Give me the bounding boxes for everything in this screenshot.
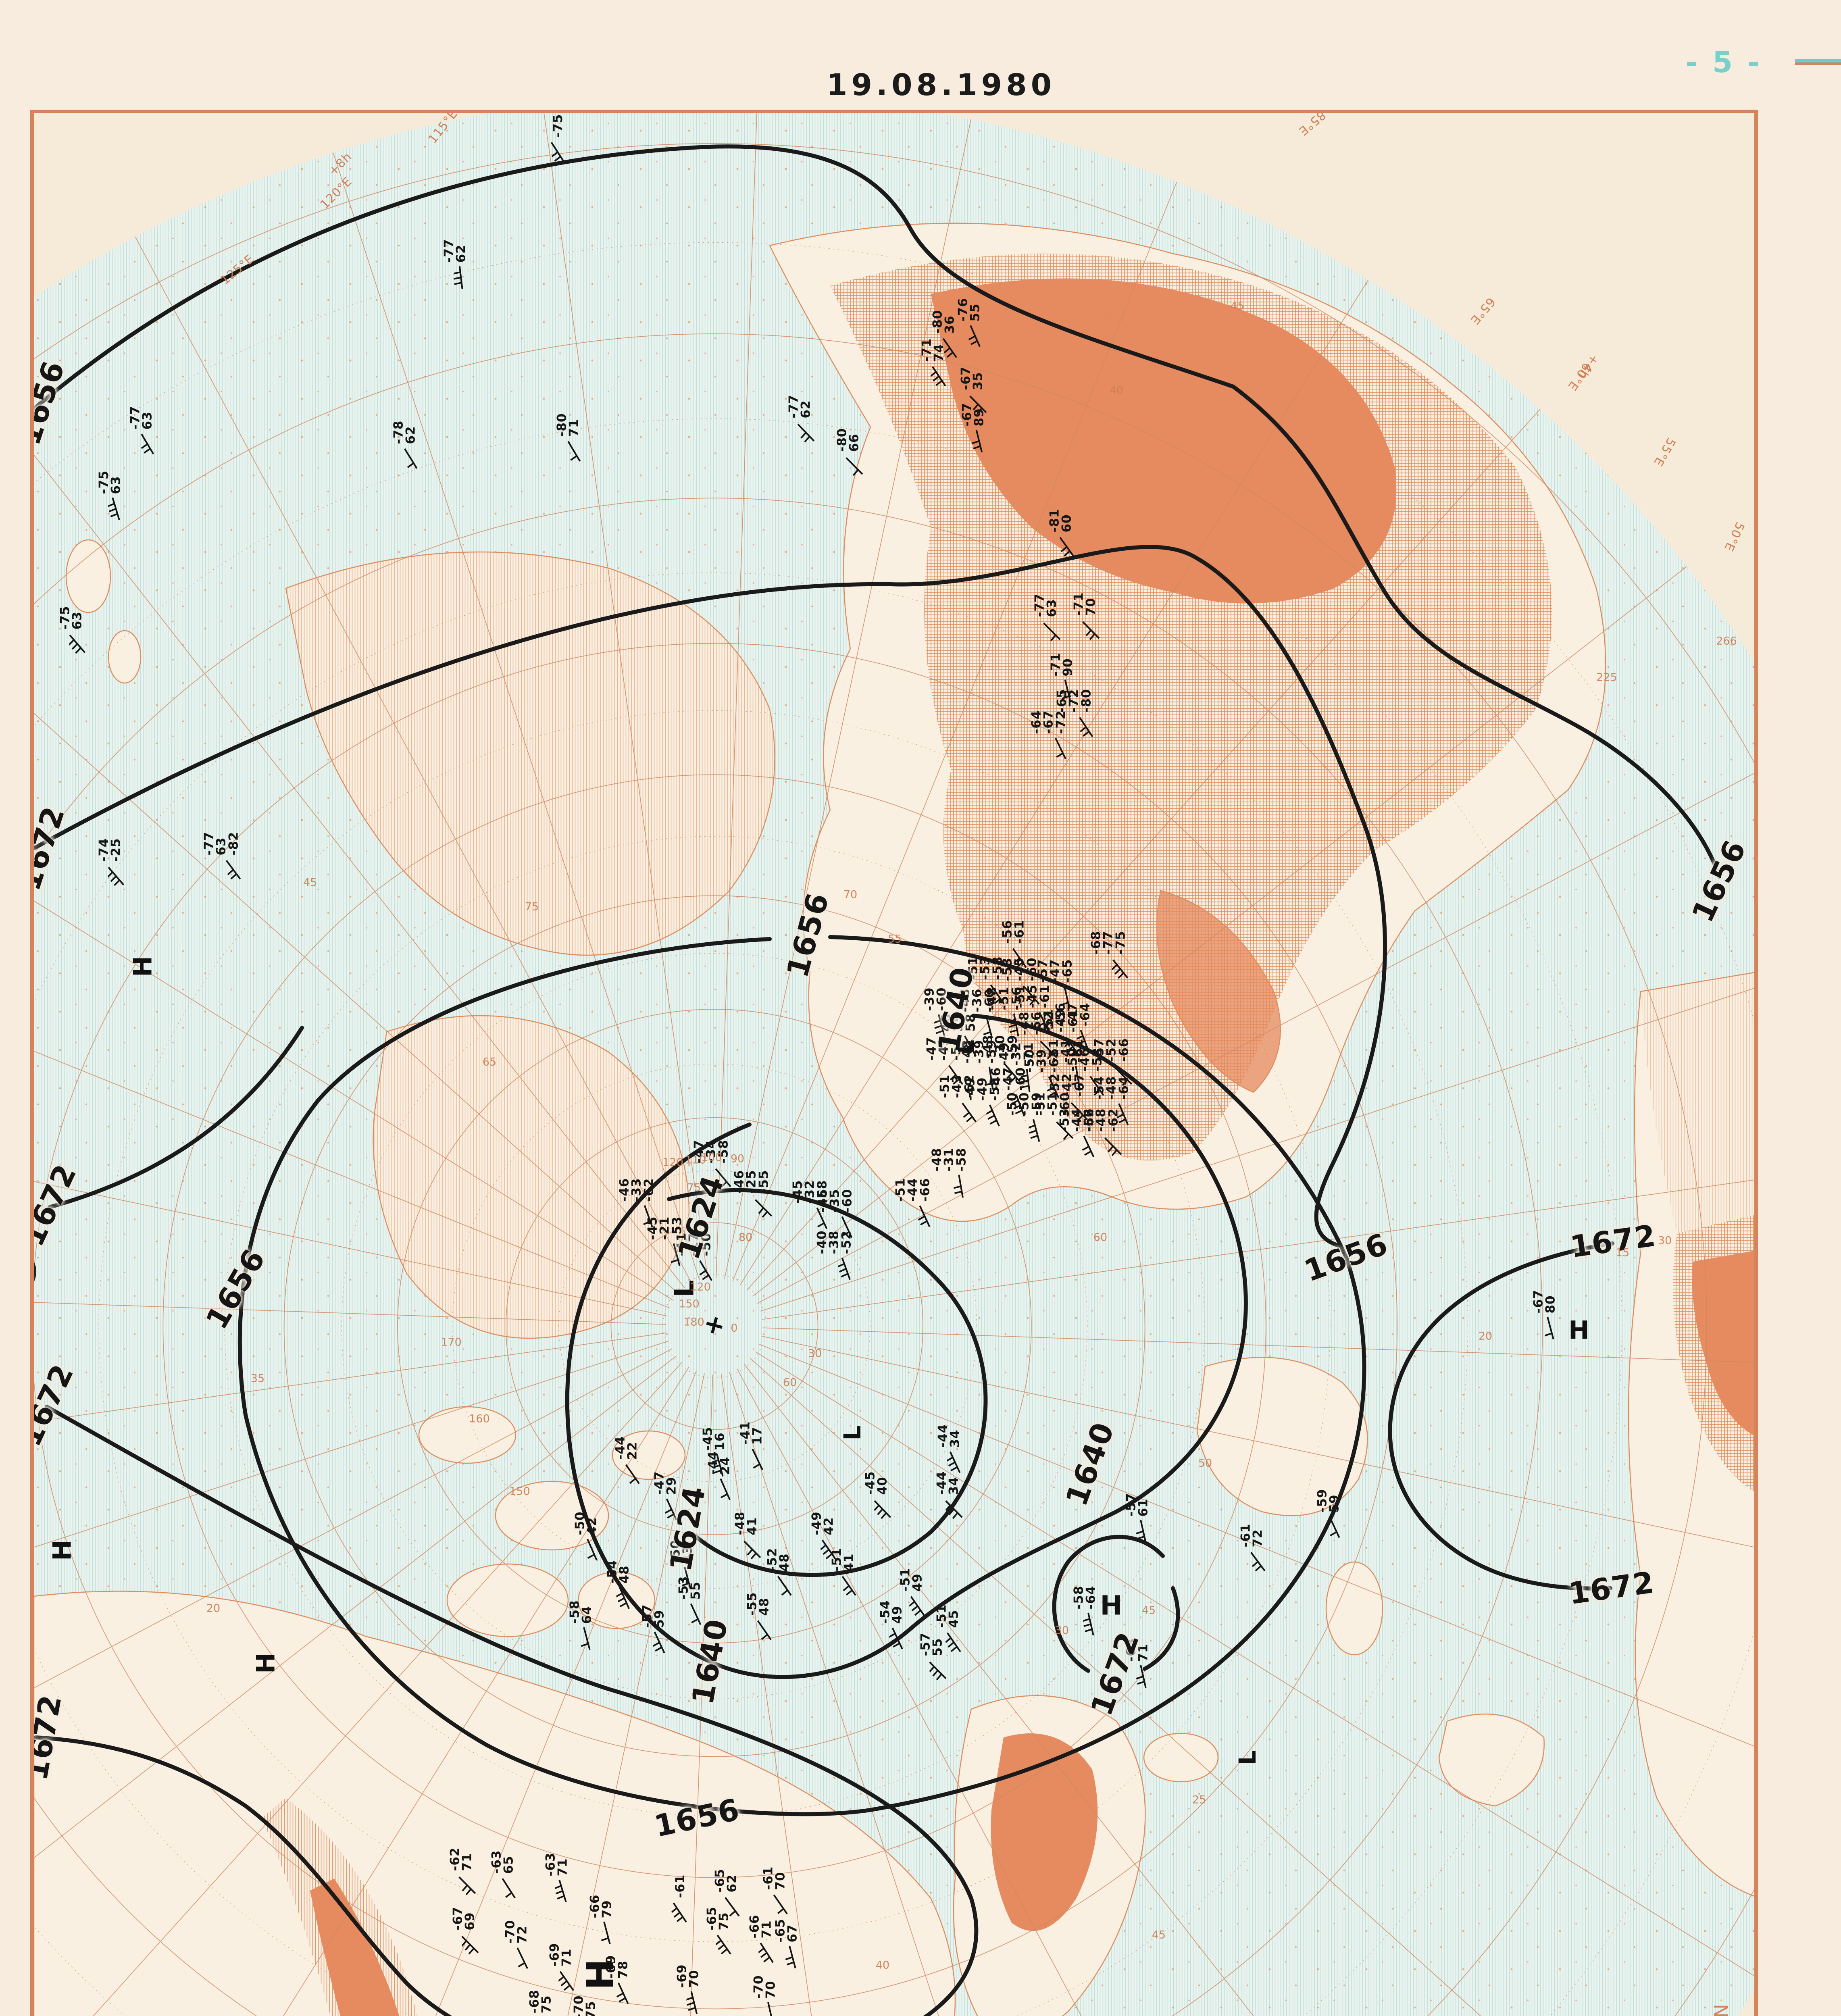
map-frame: -47 -34 -58 -48 -31 -58 -46 -33 -62 -46 … [30,110,1758,2016]
stereographic-map [34,113,1754,2016]
isohypses [34,144,1721,2016]
land-iceland [1143,1733,1219,1783]
arctic-island [577,1571,656,1629]
page-number: - 5 - [1685,45,1762,79]
contour-1672-america [34,1405,979,2016]
contour-1624-loop [667,1188,988,1577]
chart-date: 19.08.1980 [827,68,1056,102]
contour-1672-west [48,1026,304,1209]
arctic-island [446,1563,569,1637]
margin-tick [1795,59,1841,62]
terrain-sahara [1692,1250,1754,1439]
island [65,539,111,613]
contour-1656-top [34,144,1721,879]
handwritten-annotation [34,1262,36,1283]
projection-note: Stereogr.proj. 1:60 000 00060°N [1710,2002,1732,2016]
map-disc [34,113,1754,2016]
contour-1640-loop [565,1014,1248,1679]
island [108,630,142,684]
land-north-america [34,1591,956,2016]
contour-1672-east [1388,1241,1614,1591]
terrain [262,254,1754,2016]
contour-1656-loop [237,935,1366,1816]
land-iberia [1438,1713,1545,1807]
arctic-island [495,1481,609,1551]
land-britain [1325,1561,1383,1656]
arctic-island [418,1406,516,1464]
contour-1672-upper [34,545,1387,1248]
graticule [34,113,1754,2016]
contour-1672-oval-a [1052,1535,1165,1673]
contour-1672-oval-b [1143,1586,1180,1671]
land-scandinavia [1196,1357,1368,1516]
